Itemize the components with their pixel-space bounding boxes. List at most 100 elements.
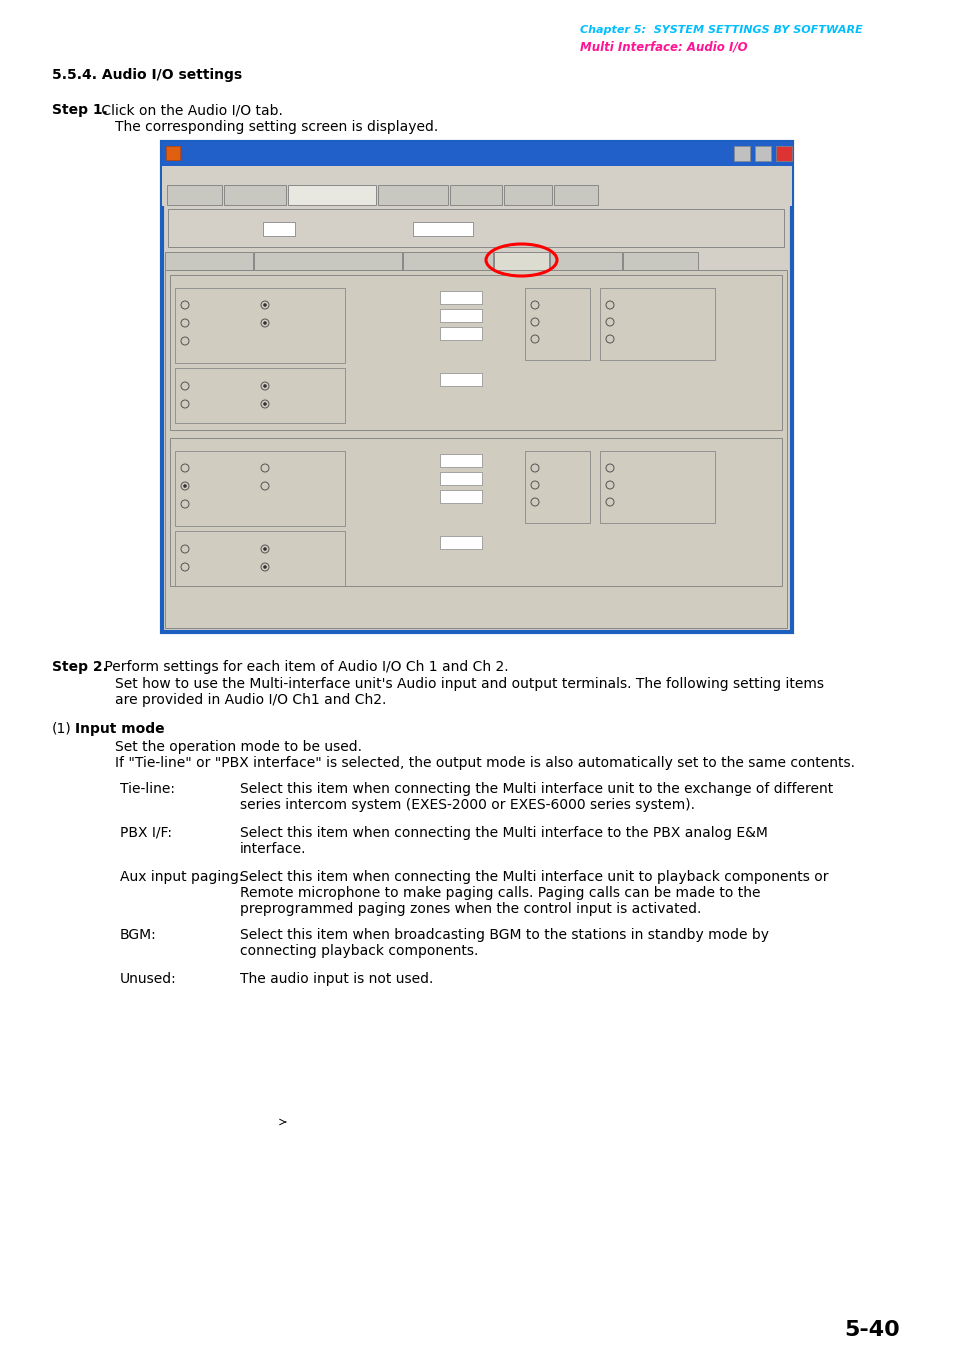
Text: Step 2.: Step 2. xyxy=(52,661,108,674)
Text: Select this item when connecting the Multi interface unit to playback components: Select this item when connecting the Mul… xyxy=(240,870,827,884)
Bar xyxy=(439,373,481,386)
Bar xyxy=(162,142,791,166)
Text: Chapter 5:  SYSTEM SETTINGS BY SOFTWARE: Chapter 5: SYSTEM SETTINGS BY SOFTWARE xyxy=(579,26,862,35)
Bar xyxy=(439,309,481,322)
Bar xyxy=(754,146,770,161)
Text: Unused: Unused xyxy=(271,400,308,409)
Text: PBX I/F: PBX I/F xyxy=(271,544,305,555)
Text: Timing start: Timing start xyxy=(617,335,676,345)
Text: Tie line: Tie line xyxy=(191,301,226,311)
Text: Paging No.:: Paging No.: xyxy=(359,490,415,501)
Bar xyxy=(174,288,345,363)
Bar xyxy=(165,270,786,628)
Text: 6: 6 xyxy=(265,223,271,232)
Text: Access No.:: Access No.: xyxy=(359,473,416,484)
Text: IP Station: IP Station xyxy=(388,188,437,199)
Text: Aux input paging: Aux input paging xyxy=(191,319,274,330)
Bar xyxy=(439,327,481,340)
Bar xyxy=(170,276,781,430)
Text: DP20: DP20 xyxy=(541,335,567,345)
Text: Second dial tone: Second dial tone xyxy=(617,317,698,328)
Text: Line start: Line start xyxy=(603,290,650,301)
Text: Perform settings for each item of Audio I/O Ch 1 and Ch 2.: Perform settings for each item of Audio … xyxy=(100,661,508,674)
Text: Paging: Paging xyxy=(510,188,545,199)
Text: PA paging: PA paging xyxy=(191,400,239,409)
Text: Input mode: Input mode xyxy=(179,290,234,301)
Text: BGM: BGM xyxy=(271,319,294,330)
Text: Second dial tone: Second dial tone xyxy=(617,481,698,490)
Text: Input sensitivity:: Input sensitivity: xyxy=(359,292,440,303)
Text: Select this item when connecting the Multi interface to the PBX analog E&M: Select this item when connecting the Mul… xyxy=(240,825,767,840)
Text: Output level:: Output level: xyxy=(359,536,423,547)
Text: 1: 1 xyxy=(441,490,448,501)
Text: Ch 1: Ch 1 xyxy=(174,278,198,288)
Text: Set how to use the Multi-interface unit's Audio input and output terminals. The : Set how to use the Multi-interface unit'… xyxy=(115,677,823,690)
Text: Output level:: Output level: xyxy=(359,374,423,384)
Bar xyxy=(165,253,253,270)
Text: Unused: Unused xyxy=(191,336,228,347)
Circle shape xyxy=(263,565,267,569)
Bar xyxy=(439,471,481,485)
Bar xyxy=(439,454,481,467)
Text: General: General xyxy=(173,188,214,199)
Text: New System – N-8000 System Setting Tool: New System – N-8000 System Setting Tool xyxy=(184,146,447,155)
Text: interface.: interface. xyxy=(240,842,306,857)
Text: (1): (1) xyxy=(52,721,71,736)
Text: Access No.:: Access No.: xyxy=(359,309,416,320)
Text: are provided in Audio I/O Ch1 and Ch2.: are provided in Audio I/O Ch1 and Ch2. xyxy=(115,693,386,707)
Text: Contact Input: Contact Input xyxy=(553,255,618,263)
Bar xyxy=(224,185,286,205)
Text: Line start: Line start xyxy=(603,454,650,463)
Text: Line attr: Line attr xyxy=(529,454,570,463)
Bar xyxy=(599,451,714,523)
Text: Tie-line:: Tie-line: xyxy=(120,782,174,796)
Text: Input sensitivity:: Input sensitivity: xyxy=(359,455,440,465)
Bar xyxy=(167,185,222,205)
Bar xyxy=(166,146,180,159)
Text: Multi Interface: Audio I/O: Multi Interface: Audio I/O xyxy=(579,41,747,53)
Bar xyxy=(775,146,791,161)
Text: Multi-interface Name.:: Multi-interface Name.: xyxy=(306,223,422,232)
Text: Timing start: Timing start xyxy=(617,499,676,508)
Bar xyxy=(524,451,589,523)
Text: Input mode: Input mode xyxy=(179,454,234,463)
Text: 5-40: 5-40 xyxy=(843,1320,899,1340)
Text: Output mode: Output mode xyxy=(179,372,244,381)
Text: MI: MI xyxy=(416,223,427,232)
Text: Exchange: Exchange xyxy=(230,188,280,199)
Text: PBX I/F: PBX I/F xyxy=(271,463,305,474)
Text: The corresponding setting screen is displayed.: The corresponding setting screen is disp… xyxy=(115,120,437,134)
Text: Multi-interface No.:: Multi-interface No.: xyxy=(175,223,276,232)
Text: Line attr: Line attr xyxy=(529,290,570,301)
Text: Group: Group xyxy=(559,188,591,199)
Text: PB: PB xyxy=(541,301,554,311)
Text: Station: Station xyxy=(456,188,494,199)
Text: Network Settings: Network Settings xyxy=(168,255,250,263)
Bar xyxy=(253,253,401,270)
Bar xyxy=(162,166,791,182)
Text: Help: Help xyxy=(280,169,305,178)
Text: Tie line: Tie line xyxy=(191,544,226,555)
Bar xyxy=(162,142,791,632)
Text: DP10: DP10 xyxy=(541,317,567,328)
Text: BGM: BGM xyxy=(271,482,294,492)
Text: 1: 1 xyxy=(441,455,448,465)
Text: Ch 2: Ch 2 xyxy=(174,440,198,451)
Text: Select this item when broadcasting BGM to the stations in standby mode by: Select this item when broadcasting BGM t… xyxy=(240,928,768,942)
Text: DP10: DP10 xyxy=(541,481,567,490)
Text: The audio input is not used.: The audio input is not used. xyxy=(240,971,433,986)
Bar xyxy=(174,451,345,526)
Text: PA paging: PA paging xyxy=(191,563,239,573)
Circle shape xyxy=(263,303,267,307)
Bar xyxy=(450,185,501,205)
Bar xyxy=(439,536,481,549)
Bar xyxy=(402,253,493,270)
Text: Remote microphone to make paging calls. Paging calls can be made to the: Remote microphone to make paging calls. … xyxy=(240,886,760,900)
Text: PBX I/F: PBX I/F xyxy=(271,301,305,311)
Text: 3: 3 xyxy=(441,374,448,384)
Bar xyxy=(733,146,749,161)
Bar xyxy=(599,288,714,359)
Text: File: File xyxy=(170,169,189,178)
Text: Step 1.: Step 1. xyxy=(52,103,108,118)
Bar xyxy=(524,288,589,359)
